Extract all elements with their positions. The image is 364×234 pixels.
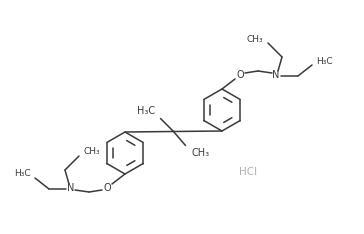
Text: O: O — [103, 183, 111, 193]
Text: H₃C: H₃C — [137, 106, 155, 117]
Text: N: N — [67, 183, 75, 193]
Text: CH₃: CH₃ — [246, 34, 263, 44]
Text: CH₃: CH₃ — [191, 147, 210, 157]
Text: N: N — [272, 70, 280, 80]
Text: HCl: HCl — [239, 167, 257, 177]
Text: H₃C: H₃C — [316, 56, 333, 66]
Text: O: O — [236, 70, 244, 80]
Text: CH₃: CH₃ — [84, 147, 100, 157]
Text: H₃C: H₃C — [14, 169, 31, 179]
